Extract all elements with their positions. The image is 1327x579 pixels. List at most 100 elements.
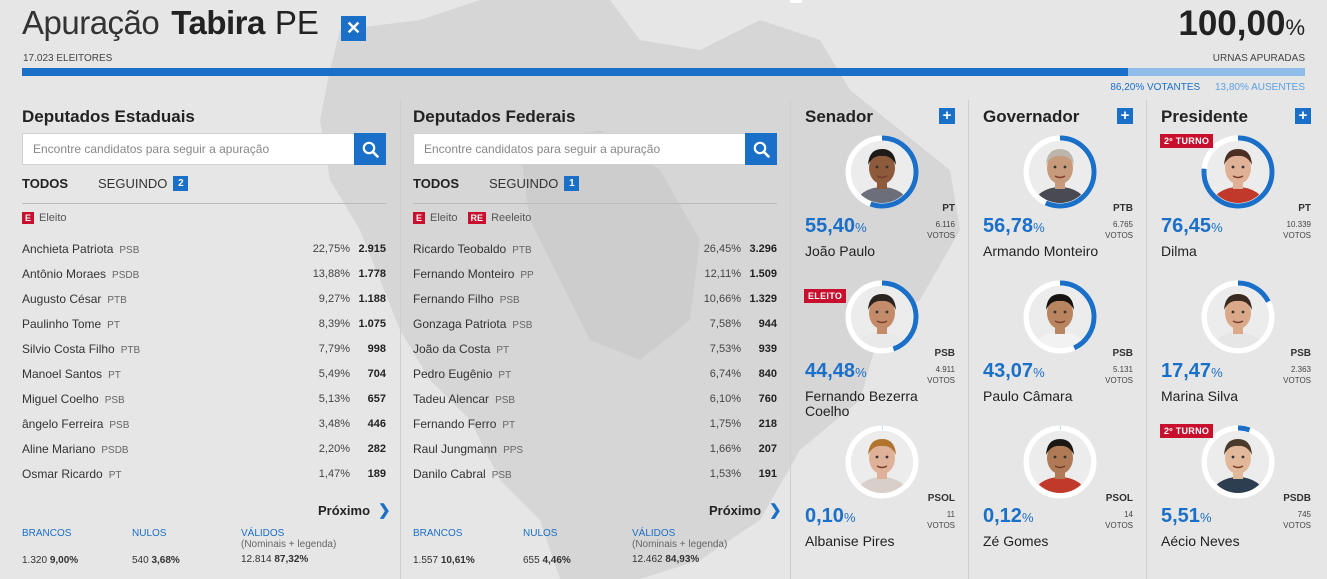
candidate-percent: 44,48% <box>805 360 867 383</box>
candidate-name-text: Paulinho Tome <box>22 316 102 331</box>
nulos-pct: 3,68% <box>151 555 180 566</box>
estaduais-brancos: BRANCOS 1.320 9,00% <box>22 528 78 566</box>
candidate-votes: 11 VOTOS <box>915 509 955 531</box>
candidate-card[interactable]: ELEITO 44,48% Fernando Bezerra Coelho PSB 4.… <box>804 280 965 420</box>
votes-label: VOTOS <box>1105 376 1133 385</box>
federais-search-button[interactable] <box>745 133 777 165</box>
candidate-name: Tadeu Alencar PSB <box>413 392 681 406</box>
result-ring <box>1023 425 1097 499</box>
presidente-expand-button[interactable]: + <box>1295 108 1311 124</box>
percent-symbol: % <box>1211 220 1223 235</box>
votes-label: VOTOS <box>1283 376 1311 385</box>
table-row[interactable]: Fernando Monteiro PP 12,11% 1.509 <box>413 261 777 286</box>
candidate-party: PSB <box>109 419 130 431</box>
candidate-name: Pedro Eugênio PT <box>413 367 681 381</box>
candidate-votes: 704 <box>367 367 386 380</box>
tab-seguindo-label: SEGUINDO <box>489 176 559 191</box>
table-row[interactable]: Pedro Eugênio PT 6,74% 840 <box>413 361 777 386</box>
senador-expand-button[interactable]: + <box>939 108 955 124</box>
governador-expand-button[interactable]: + <box>1117 108 1133 124</box>
table-row[interactable]: Osmar Ricardo PT 1,47% 189 <box>22 461 386 486</box>
candidate-name-text: Pedro Eugênio <box>413 366 493 381</box>
candidate-card[interactable]: 0,10% Albanise Pires PSOL 11 VOTOS <box>805 425 965 565</box>
percent-symbol: % <box>1033 220 1045 235</box>
candidate-name: Zé Gomes <box>983 533 1049 549</box>
table-row[interactable]: Tadeu Alencar PSB 6,10% 760 <box>413 386 777 411</box>
page-title: Apuração Tabira PE <box>22 4 319 42</box>
apuracao-label: Apuração <box>22 4 160 41</box>
candidate-name-text: Fernando Filho <box>413 291 494 306</box>
table-row[interactable]: Silvio Costa Filho PTB 7,79% 998 <box>22 336 386 361</box>
validos-label: VÁLIDOS <box>241 528 285 539</box>
candidate-percent: 0,10% <box>805 505 856 528</box>
candidate-card[interactable]: 55,40% João Paulo PT 6.116 VOTOS <box>805 135 965 275</box>
candidate-card[interactable]: 56,78% Armando Monteiro PTB 6.765 VOTOS <box>983 135 1143 275</box>
tab-todos[interactable]: TODOS <box>413 176 459 191</box>
candidate-percent-value: 44,48 <box>805 360 856 382</box>
table-row[interactable]: Fernando Filho PSB 10,66% 1.329 <box>413 286 777 311</box>
nulos-count: 655 <box>523 555 540 566</box>
table-row[interactable]: Fernando Ferro PT 1,75% 218 <box>413 411 777 436</box>
table-row[interactable]: Miguel Coelho PSB 5,13% 657 <box>22 386 386 411</box>
turnout-bar <box>22 68 1305 76</box>
avatar <box>851 431 913 493</box>
table-row[interactable]: Aline Mariano PSDB 2,20% 282 <box>22 436 386 461</box>
candidate-percent: 13,88% <box>312 267 350 280</box>
estaduais-search-button[interactable] <box>354 133 386 165</box>
table-row[interactable]: Ricardo Teobaldo PTB 26,45% 3.296 <box>413 236 777 261</box>
candidate-card[interactable]: 43,07% Paulo Câmara PSB 5.131 VOTOS <box>983 280 1143 420</box>
table-row[interactable]: ângelo Ferreira PSB 3,48% 446 <box>22 411 386 436</box>
column-divider <box>968 100 969 579</box>
candidate-party: PTB <box>1113 203 1133 214</box>
federais-search <box>413 133 777 165</box>
candidate-name: Dilma <box>1161 243 1197 259</box>
avatar <box>1207 286 1269 348</box>
candidate-percent-value: 0,12 <box>983 505 1022 527</box>
table-row[interactable]: Danilo Cabral PSB 1,53% 191 <box>413 461 777 486</box>
candidate-votes: 6.765 VOTOS <box>1093 219 1133 241</box>
table-row[interactable]: Augusto César PTB 9,27% 1.188 <box>22 286 386 311</box>
validos-pct: 84,93% <box>665 554 700 565</box>
close-button[interactable]: ✕ <box>341 16 366 41</box>
candidate-card[interactable]: 0,12% Zé Gomes PSOL 14 VOTOS <box>983 425 1143 565</box>
candidate-name-text: Augusto César <box>22 291 102 306</box>
tab-seguindo[interactable]: SEGUINDO 2 <box>98 176 189 191</box>
tab-seguindo[interactable]: SEGUINDO 1 <box>489 176 580 191</box>
votes-label: VOTOS <box>927 231 955 240</box>
table-row[interactable]: Antônio Moraes PSDB 13,88% 1.778 <box>22 261 386 286</box>
table-row[interactable]: Raul Jungmann PPS 1,66% 207 <box>413 436 777 461</box>
brancos-pct: 10,61% <box>440 555 475 566</box>
tab-todos[interactable]: TODOS <box>22 176 68 191</box>
estaduais-next-button[interactable]: Próximo ❯ <box>318 501 391 519</box>
percent-symbol: % <box>855 365 867 380</box>
brancos-value: 1.557 10,61% <box>413 555 475 566</box>
next-label: Próximo <box>318 502 371 518</box>
candidate-card[interactable]: 2º TURNO 76,45% Dilma PT 10.339 VOTOS <box>1160 134 1321 275</box>
nulos-label: NULOS <box>523 528 558 539</box>
eleito-label: Eleito <box>430 212 458 224</box>
table-row[interactable]: Manoel Santos PT 5,49% 704 <box>22 361 386 386</box>
candidate-votes: 4.911 VOTOS <box>915 364 955 386</box>
table-row[interactable]: Gonzaga Patriota PSB 7,58% 944 <box>413 311 777 336</box>
table-row[interactable]: Anchieta Patriota PSB 22,75% 2.915 <box>22 236 386 261</box>
plus-icon: + <box>1120 107 1130 124</box>
result-ring <box>1023 135 1097 209</box>
candidate-card[interactable]: 17,47% Marina Silva PSB 2.363 VOTOS <box>1161 280 1321 420</box>
brancos-pct: 9,00% <box>49 555 79 566</box>
eleitores-count: 17.023 ELEITORES <box>23 53 113 64</box>
candidate-party: PSB <box>491 469 512 481</box>
votes-label: VOTOS <box>927 376 955 385</box>
candidate-votes: 944 <box>758 317 777 330</box>
table-row[interactable]: Paulinho Tome PT 8,39% 1.075 <box>22 311 386 336</box>
brancos-count: 1.320 <box>22 555 48 566</box>
candidate-card[interactable]: 2º TURNO 5,51% Aécio Neves PSDB 745 VOTOS <box>1160 424 1321 565</box>
candidate-party: PT <box>498 369 512 381</box>
validos-pct: 87,32% <box>274 554 309 565</box>
federais-next-button[interactable]: Próximo ❯ <box>709 501 782 519</box>
table-row[interactable]: João da Costa PT 7,53% 939 <box>413 336 777 361</box>
validos-count: 12.462 <box>632 554 663 565</box>
federais-search-input[interactable] <box>414 134 744 164</box>
estaduais-search-input[interactable] <box>23 134 353 164</box>
nulos-value: 540 3,68% <box>132 555 180 566</box>
candidate-percent: 7,53% <box>709 342 741 355</box>
